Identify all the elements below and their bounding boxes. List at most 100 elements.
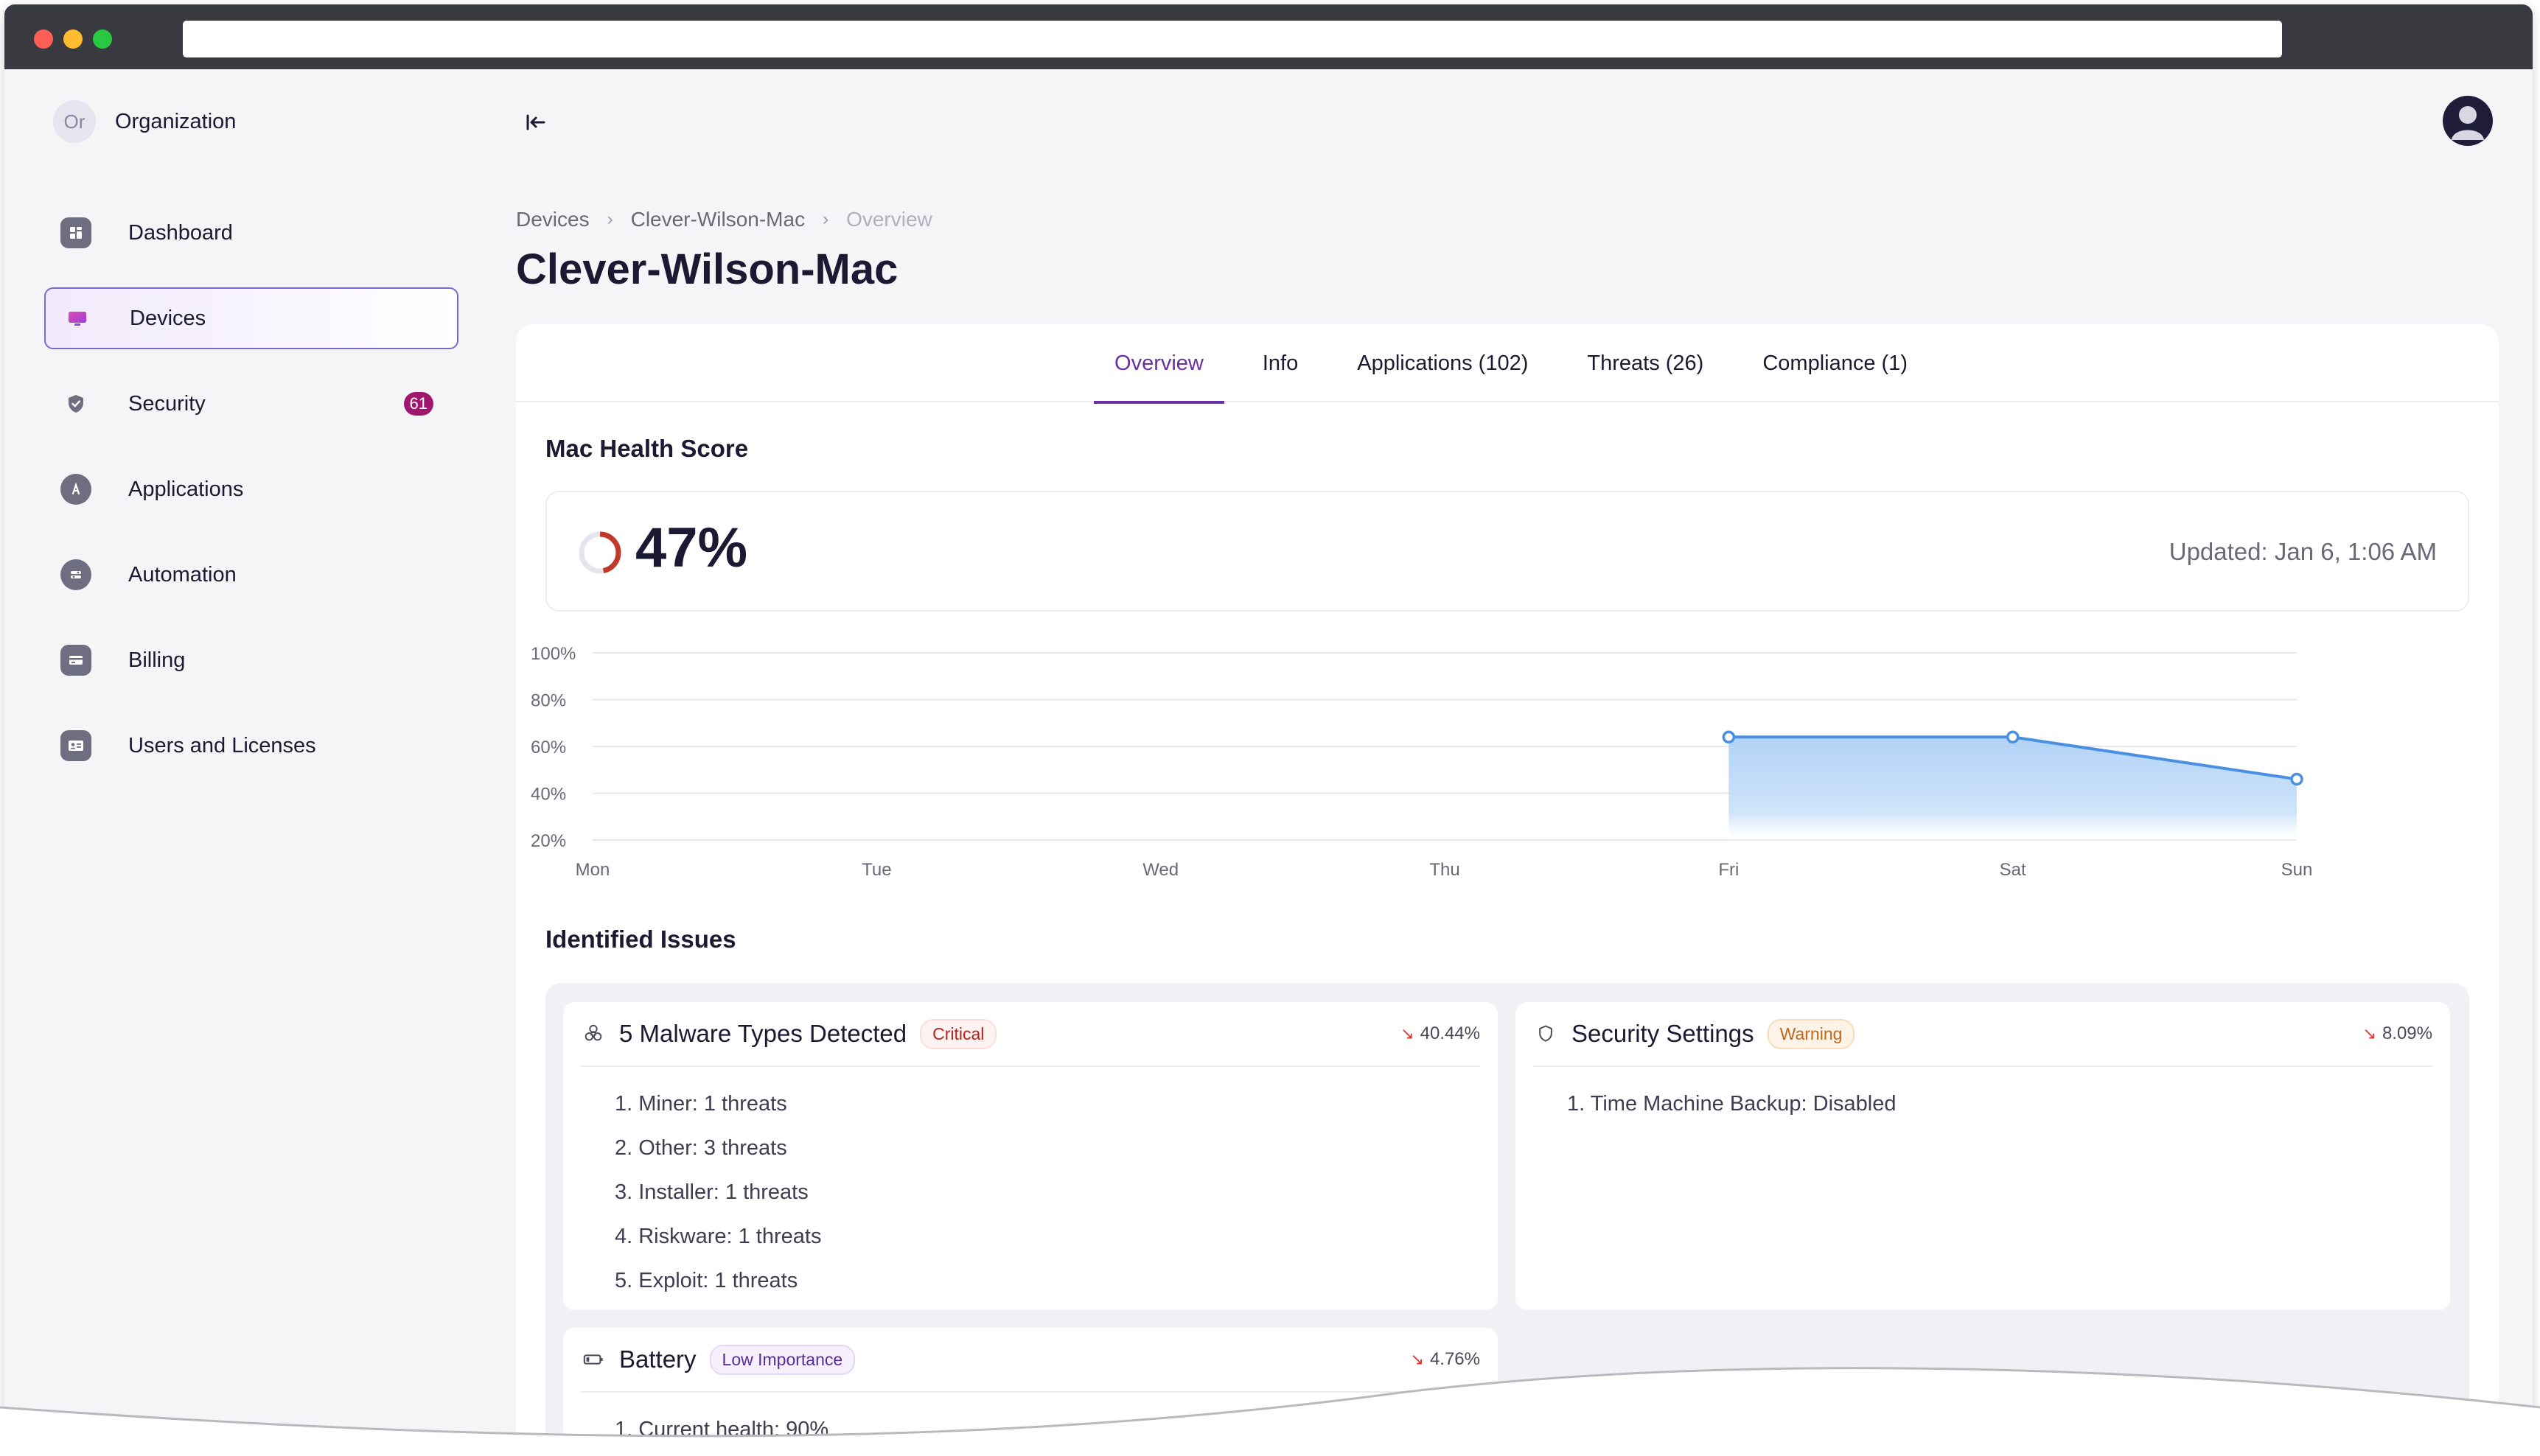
sidebar-item-users-and-licenses[interactable]: Users and Licenses — [44, 715, 458, 777]
torn-edge-decoration — [0, 1367, 2540, 1456]
y-tick-label: 80% — [531, 691, 566, 711]
sidebar-item-label: Security — [128, 391, 206, 416]
biohazard-icon — [581, 1021, 606, 1046]
device-overview-card: Overview Info Applications (102) Threats… — [516, 324, 2499, 1441]
tab-applications[interactable]: Applications (102) — [1357, 351, 1529, 375]
issues-panel: 5 Malware Types Detected Critical ↘ 40.44… — [545, 983, 2469, 1441]
list-item: 2. Other: 3 threats — [615, 1136, 787, 1160]
x-tick-label: Fri — [1718, 860, 1739, 880]
severity-badge: Critical — [920, 1018, 997, 1049]
users-licenses-icon — [60, 730, 91, 761]
tab-bar: Overview Info Applications (102) Threats… — [516, 324, 2499, 404]
trend-down-icon: ↘ — [1400, 1024, 1414, 1043]
issue-card-header: Security Settings Warning ↘ 8.09% — [1533, 1002, 2432, 1067]
devices-icon — [62, 303, 93, 334]
sidebar-item-label: Billing — [128, 648, 186, 672]
trend-down-icon: ↘ — [1410, 1350, 1424, 1368]
health-score-ring — [579, 531, 621, 574]
data-point — [2006, 730, 2020, 744]
list-item: 4. Riskware: 1 threats — [615, 1225, 822, 1248]
issue-card-header: 5 Malware Types Detected Critical ↘ 40.44… — [581, 1002, 1480, 1067]
address-bar[interactable] — [183, 21, 2282, 57]
health-score-value: 47% — [635, 517, 748, 579]
shield-icon — [1533, 1021, 1558, 1046]
issue-trend: ↘ 8.09% — [2363, 1023, 2433, 1044]
sidebar-item-label: Applications — [128, 477, 244, 501]
y-tick-label: 40% — [531, 785, 566, 805]
list-item: 1. Time Machine Backup: Disabled — [1567, 1092, 1897, 1116]
tab-info[interactable]: Info — [1262, 351, 1299, 375]
list-item: 5. Exploit: 1 threats — [615, 1269, 798, 1292]
organization-name: Organization — [115, 109, 237, 133]
title-bar — [4, 4, 2533, 69]
data-point — [1722, 730, 1736, 744]
tab-overview[interactable]: Overview — [1085, 324, 1233, 404]
health-score-chart: 100% 80% 60% 40% 20% Mon Tue Wed Thu Fri Sat Sun — [531, 644, 2313, 880]
health-score-title: Mac Health Score — [545, 435, 749, 462]
x-tick-label: Tue — [862, 860, 891, 880]
issue-trend: ↘ 4.76% — [1411, 1349, 1481, 1370]
breadcrumb-device[interactable]: Clever-Wilson-Mac — [630, 208, 806, 231]
y-tick-label: 100% — [531, 644, 576, 664]
issue-card-security-settings[interactable]: Security Settings Warning ↘ 8.09% 1. Time… — [1515, 1002, 2450, 1310]
tab-threats[interactable]: Threats (26) — [1587, 351, 1704, 375]
issue-trend-value: 40.44% — [1420, 1023, 1480, 1043]
tab-compliance[interactable]: Compliance (1) — [1762, 351, 1908, 375]
billing-icon — [60, 645, 91, 676]
sidebar-item-dashboard[interactable]: Dashboard — [44, 202, 458, 264]
health-score-box: 47% Updated: Jan 6, 1:06 AM — [545, 491, 2469, 612]
chevron-right-icon: › — [823, 209, 829, 229]
y-tick-label: 20% — [531, 831, 566, 851]
issue-card-malware[interactable]: 5 Malware Types Detected Critical ↘ 40.44… — [563, 1002, 1498, 1310]
dashboard-icon — [60, 217, 91, 248]
collapse-sidebar-icon[interactable] — [520, 108, 550, 137]
issue-title: Battery — [619, 1345, 697, 1373]
breadcrumb-devices[interactable]: Devices — [516, 208, 590, 231]
automation-icon — [60, 559, 91, 590]
x-tick-label: Sat — [2000, 860, 2026, 880]
sidebar-item-label: Automation — [128, 562, 237, 587]
battery-icon — [581, 1347, 606, 1372]
health-score-updated: Updated: Jan 6, 1:06 AM — [2169, 538, 2437, 565]
severity-badge: Low Importance — [709, 1344, 856, 1375]
sidebar-nav: Dashboard Devices Security 61 Applicatio… — [44, 202, 458, 800]
sidebar-item-label: Users and Licenses — [128, 733, 316, 757]
x-tick-label: Sun — [2281, 860, 2313, 880]
close-window-button[interactable] — [34, 29, 53, 49]
breadcrumb-current: Overview — [846, 208, 932, 231]
maximize-window-button[interactable] — [93, 29, 112, 49]
sidebar-item-label: Devices — [130, 306, 206, 330]
issue-trend-value: 8.09% — [2382, 1023, 2432, 1043]
organization-avatar: Or — [53, 100, 96, 143]
sidebar-item-applications[interactable]: Applications — [44, 458, 458, 520]
chevron-right-icon: › — [607, 209, 613, 229]
user-avatar[interactable] — [2443, 96, 2493, 146]
x-tick-label: Mon — [576, 860, 610, 880]
issue-trend: ↘ 40.44% — [1400, 1023, 1480, 1044]
issue-trend-value: 4.76% — [1429, 1349, 1480, 1369]
sidebar-item-automation[interactable]: Automation — [44, 544, 458, 606]
breadcrumb: Devices › Clever-Wilson-Mac › Overview — [516, 208, 932, 231]
shield-check-icon — [60, 388, 91, 419]
severity-badge: Warning — [1767, 1018, 1855, 1049]
issue-card-header: Battery Low Importance ↘ 4.76% — [581, 1328, 1480, 1393]
issue-title: 5 Malware Types Detected — [619, 1020, 907, 1047]
data-point — [2290, 772, 2303, 786]
y-tick-label: 60% — [531, 738, 566, 757]
sidebar-item-security[interactable]: Security 61 — [44, 373, 458, 435]
sidebar-item-billing[interactable]: Billing — [44, 629, 458, 691]
x-tick-label: Wed — [1142, 860, 1179, 880]
list-item: 3. Installer: 1 threats — [615, 1180, 809, 1204]
organization-switcher[interactable]: Or Organization — [53, 100, 236, 143]
issue-list: 1. Time Machine Backup: Disabled — [1567, 1082, 1897, 1126]
sidebar-item-label: Dashboard — [128, 220, 233, 245]
page-title: Clever-Wilson-Mac — [516, 245, 899, 293]
trend-down-icon: ↘ — [2362, 1024, 2376, 1043]
browser-window: Or Organization Dashboard Devices Securi… — [4, 4, 2533, 1441]
minimize-window-button[interactable] — [63, 29, 83, 49]
sidebar-item-devices[interactable]: Devices — [44, 287, 458, 349]
security-count-badge: 61 — [403, 392, 433, 416]
list-item: 1. Miner: 1 threats — [615, 1092, 787, 1116]
applications-icon — [60, 474, 91, 505]
x-tick-label: Thu — [1429, 860, 1459, 880]
